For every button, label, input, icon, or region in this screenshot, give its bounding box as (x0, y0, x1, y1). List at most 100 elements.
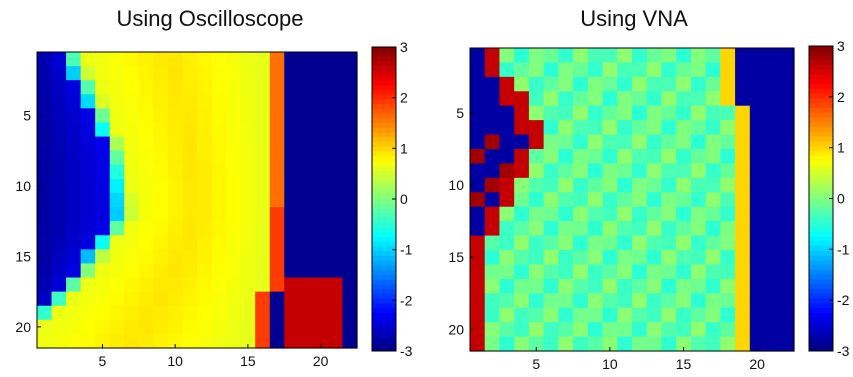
heatmap-cell (646, 149, 663, 165)
heatmap-cell (313, 319, 329, 335)
heatmap-cell (153, 291, 169, 307)
heatmap-cell (543, 293, 559, 309)
heatmap-cell (558, 264, 574, 280)
heatmap-cell (587, 221, 604, 237)
colorbar-segment (809, 317, 833, 323)
colorbar-segment (372, 61, 396, 67)
heatmap-cell (779, 105, 795, 121)
heatmap-cell (484, 206, 501, 222)
y-tick-label: 15 (448, 249, 464, 265)
heatmap-cell (764, 91, 780, 107)
heatmap-cell (587, 163, 604, 179)
heatmap-cell (470, 120, 486, 136)
heatmap-cell (720, 76, 736, 92)
heatmap-cell (66, 333, 82, 349)
heatmap-cell (124, 319, 140, 335)
heatmap-cell (632, 336, 648, 352)
heatmap-cell (720, 250, 736, 266)
colorbar-tick-label: 1 (400, 140, 408, 156)
heatmap-cell (313, 52, 329, 67)
heatmap-cell (558, 336, 574, 352)
heatmap-cell (484, 264, 501, 280)
colorbar-segment (809, 79, 833, 85)
heatmap-cell (470, 293, 486, 309)
heatmap-cell (284, 150, 300, 166)
heatmap-cell (255, 333, 271, 349)
colorbar-segment (809, 241, 833, 247)
heatmap-cell (109, 178, 125, 194)
heatmap-cell (124, 277, 140, 293)
heatmap-cell (37, 291, 53, 307)
heatmap-cell (182, 164, 198, 180)
heatmap-cell (617, 250, 633, 266)
heatmap-cell (313, 150, 329, 166)
colorbar-segment (372, 336, 396, 342)
heatmap-cell (124, 207, 140, 222)
heatmap-cell (255, 164, 271, 180)
heatmap-cell (558, 206, 574, 222)
heatmap-cell (284, 192, 300, 208)
heatmap-cell (661, 177, 677, 193)
heatmap-cell (690, 62, 707, 78)
heatmap-cell (720, 48, 736, 64)
heatmap-cell (779, 250, 795, 266)
heatmap-cell (124, 150, 140, 166)
heatmap-cell (690, 293, 707, 309)
heatmap-cell (705, 221, 721, 237)
heatmap-cell (690, 91, 707, 107)
heatmap-cell (269, 164, 285, 180)
heatmap-cell (269, 94, 285, 109)
heatmap-cell (51, 150, 67, 166)
colorbar-segment (372, 322, 396, 328)
colorbar-segment (372, 108, 396, 114)
heatmap-cell (37, 235, 53, 250)
colorbar-segment (372, 317, 396, 323)
colorbar-segment (809, 289, 833, 295)
heatmap-cell (284, 333, 300, 349)
heatmap-cell (484, 163, 501, 179)
heatmap-cell (298, 94, 314, 109)
heatmap-cell (138, 277, 154, 293)
heatmap-cell (499, 235, 515, 251)
heatmap-cell (690, 192, 707, 208)
colorbar-segment (809, 331, 833, 338)
heatmap-cell (499, 91, 515, 107)
colorbar-tick-label: 2 (400, 90, 408, 106)
colorbar-tick-label: -2 (400, 292, 413, 308)
heatmap-cell (138, 333, 154, 349)
heatmap-cell (676, 76, 692, 92)
heatmap-cell (95, 207, 111, 222)
heatmap-cell (705, 91, 721, 107)
heatmap-cell (484, 76, 501, 92)
heatmap-cell (95, 235, 111, 250)
heatmap-cell (602, 149, 618, 165)
heatmap-cell (182, 66, 198, 81)
heatmap-cell (617, 192, 633, 208)
heatmap-cell (720, 149, 736, 165)
heatmap-cell (587, 91, 604, 107)
heatmap-cell (269, 122, 285, 138)
heatmap-cell (528, 250, 545, 266)
heatmap-cell (37, 221, 53, 236)
heatmap-cell (705, 264, 721, 280)
heatmap-cell (602, 76, 618, 92)
colorbar-segment (372, 346, 396, 352)
heatmap-cell (327, 52, 344, 67)
heatmap-cell (779, 307, 795, 323)
heatmap-cell (646, 91, 663, 107)
heatmap-cell (573, 177, 589, 193)
heatmap-cell (543, 235, 559, 251)
heatmap-cell (240, 263, 256, 279)
chart-title: Using VNA (580, 6, 688, 31)
heatmap-cell (705, 76, 721, 92)
heatmap-cell (37, 66, 53, 81)
heatmap-cell (66, 178, 82, 194)
heatmap-cell (470, 264, 486, 280)
heatmap-cell (95, 178, 111, 194)
heatmap-cell (182, 122, 198, 138)
heatmap-cell (80, 66, 96, 81)
heatmap-cell (470, 221, 486, 237)
heatmap-cell (749, 264, 766, 280)
colorbar-segment (372, 251, 396, 257)
